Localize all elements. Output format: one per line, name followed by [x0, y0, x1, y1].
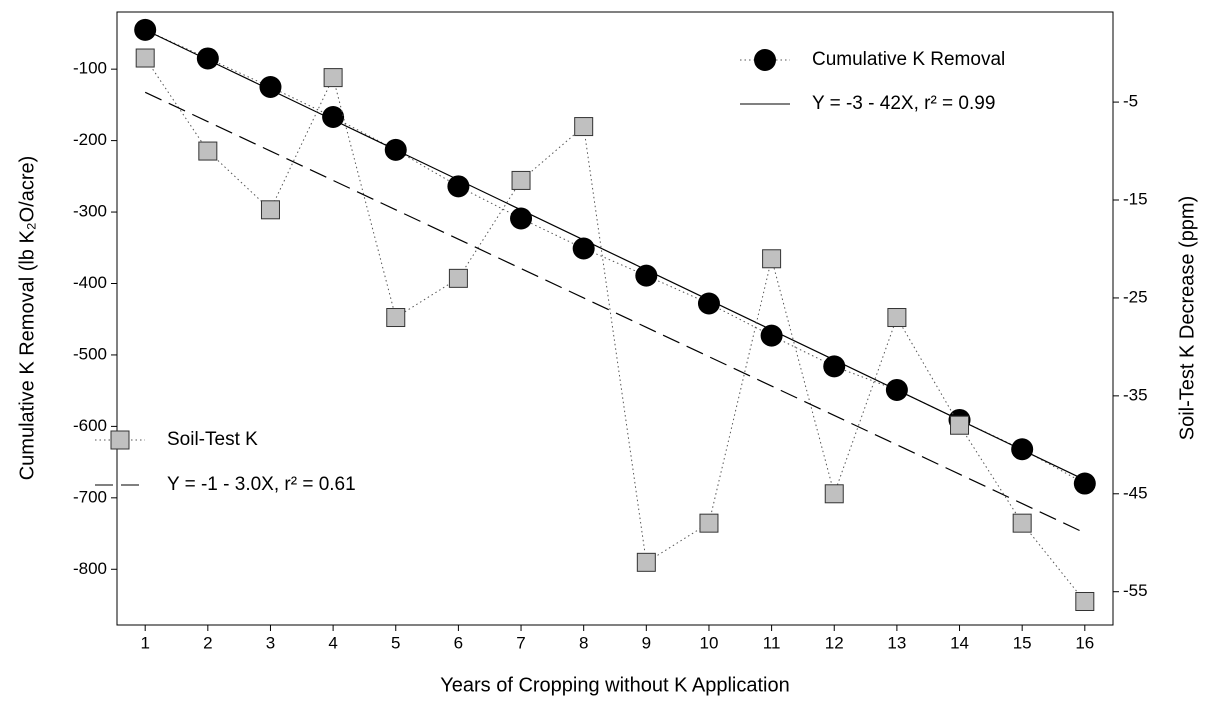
y2-tick-label: -15: [1123, 189, 1148, 208]
data-point: [950, 415, 970, 435]
data-point: [636, 552, 656, 572]
series-line: [144, 91, 1086, 534]
x-tick-label: 13: [887, 633, 906, 652]
data-point: [510, 207, 533, 230]
x-tick-label: 14: [950, 633, 969, 652]
data-point: [824, 484, 844, 504]
x-tick-label: 4: [328, 633, 337, 652]
x-tick-label: 8: [579, 633, 588, 652]
data-point: [323, 68, 343, 88]
data-point: [635, 264, 658, 287]
data-point: [447, 175, 470, 198]
data-point: [322, 106, 345, 129]
x-tick-label: 1: [140, 633, 149, 652]
data-point: [1012, 513, 1032, 533]
data-point: [386, 308, 406, 328]
data-point: [1073, 472, 1096, 495]
x-tick-label: 10: [700, 633, 719, 652]
data-point: [572, 237, 595, 260]
legend-marker: [110, 430, 130, 450]
legend-label: Soil-Test K: [167, 429, 258, 450]
legend-label: Cumulative K Removal: [812, 49, 1005, 70]
series-line: [144, 57, 1086, 602]
data-point: [198, 141, 218, 161]
y-tick-label: -600: [73, 416, 107, 435]
data-point: [699, 513, 719, 533]
y-tick-label: -700: [73, 487, 107, 506]
x-tick-label: 16: [1075, 633, 1094, 652]
data-point: [135, 48, 155, 68]
data-point: [760, 324, 783, 347]
x-tick-label: 2: [203, 633, 212, 652]
legend-label: Y = -3 - 42X, r² = 0.99: [812, 93, 995, 114]
data-point: [697, 292, 720, 315]
y2-tick-label: -25: [1123, 287, 1148, 306]
y-tick-label: -800: [73, 559, 107, 578]
y2-tick-label: -45: [1123, 483, 1148, 502]
x-tick-label: 7: [516, 633, 525, 652]
y-tick-label: -500: [73, 344, 107, 363]
legend-marker: [754, 49, 776, 71]
data-point: [1075, 591, 1095, 611]
x-tick-label: 9: [642, 633, 651, 652]
y-tick-label: -200: [73, 130, 107, 149]
data-point: [196, 47, 219, 70]
x-tick-label: 5: [391, 633, 400, 652]
x-tick-label: 3: [266, 633, 275, 652]
y2-tick-label: -35: [1123, 385, 1148, 404]
data-point: [762, 249, 782, 269]
data-point: [511, 170, 531, 190]
series-line: [144, 29, 1086, 481]
y-tick-label: -100: [73, 59, 107, 78]
data-point: [448, 268, 468, 288]
y-tick-label: -400: [73, 273, 107, 292]
x-tick-label: 15: [1013, 633, 1032, 652]
x-tick-label: 12: [825, 633, 844, 652]
data-point: [1011, 438, 1034, 461]
legend-label: Y = -1 - 3.0X, r² = 0.61: [167, 474, 356, 495]
y2-tick-label: -5: [1123, 92, 1138, 111]
plot-frame: [116, 11, 1114, 626]
y-axis-title: Cumulative K Removal (lb K₂O/acre): [16, 156, 38, 481]
data-point: [260, 200, 280, 220]
y2-axis-title: Soil-Test K Decrease (ppm): [1176, 196, 1198, 441]
data-point: [574, 117, 594, 137]
data-point: [823, 355, 846, 378]
x-tick-label: 6: [454, 633, 463, 652]
y-tick-label: -300: [73, 202, 107, 221]
y2-tick-label: -55: [1123, 581, 1148, 600]
data-point: [887, 308, 907, 328]
x-tick-label: 11: [763, 633, 781, 652]
x-axis-title: Years of Cropping without K Application: [440, 674, 789, 696]
data-point: [259, 76, 282, 99]
